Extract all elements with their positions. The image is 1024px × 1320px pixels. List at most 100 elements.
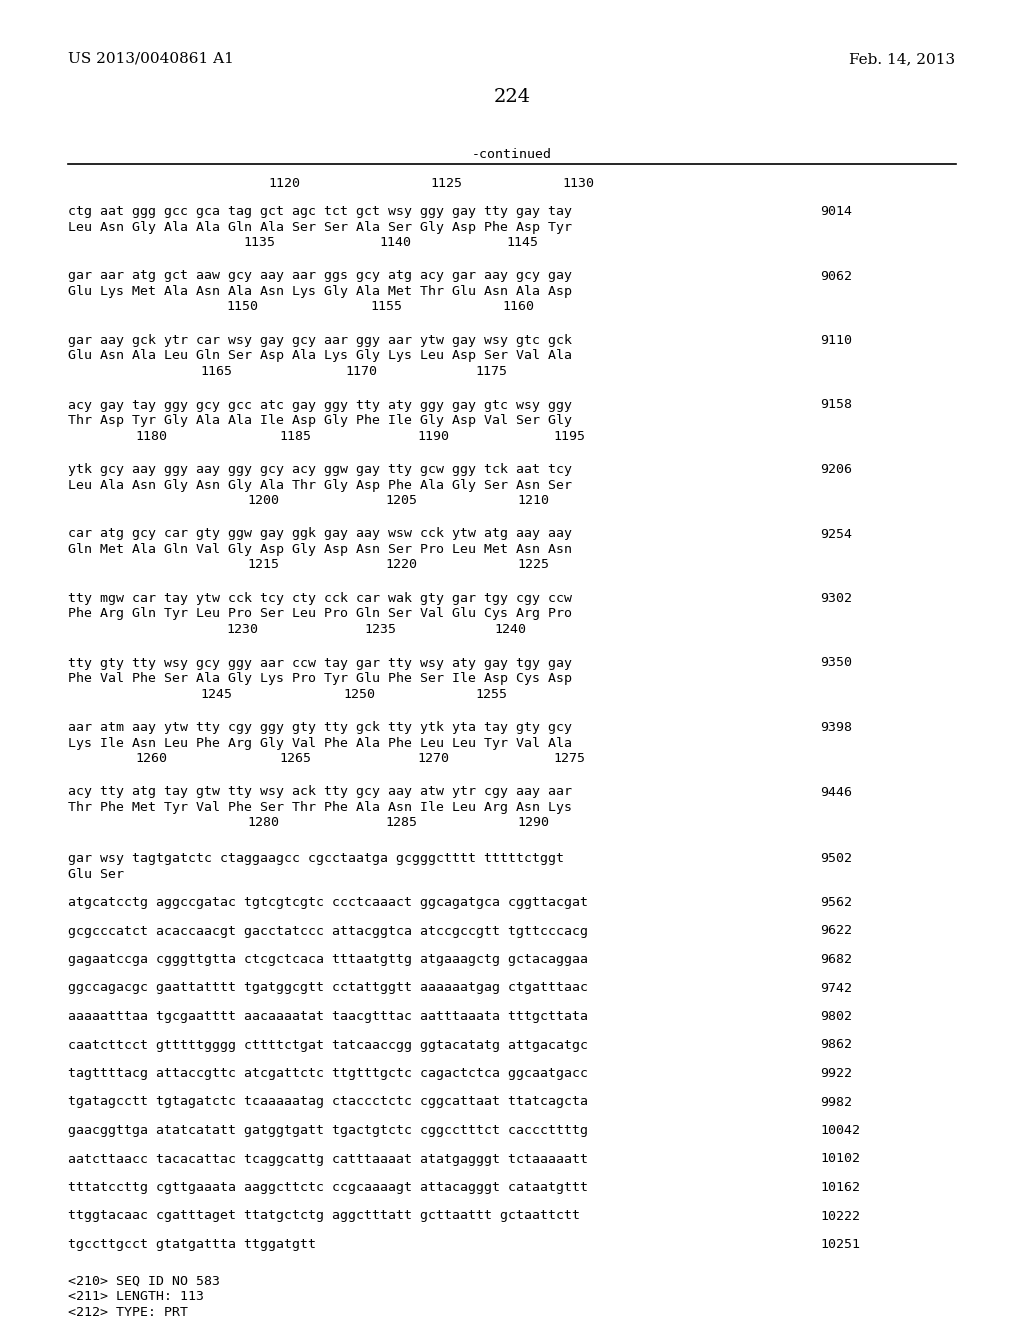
Text: 1165: 1165 bbox=[201, 366, 232, 378]
Text: 1195: 1195 bbox=[554, 429, 586, 442]
Text: caatcttcct gtttttgggg cttttctgat tatcaaccgg ggtacatatg attgacatgc: caatcttcct gtttttgggg cttttctgat tatcaac… bbox=[68, 1039, 588, 1052]
Text: Glu Lys Met Ala Asn Ala Asn Lys Gly Ala Met Thr Glu Asn Ala Asp: Glu Lys Met Ala Asn Ala Asn Lys Gly Ala … bbox=[68, 285, 572, 298]
Text: 10162: 10162 bbox=[820, 1181, 860, 1195]
Text: Gln Met Ala Gln Val Gly Asp Gly Asp Asn Ser Pro Leu Met Asn Asn: Gln Met Ala Gln Val Gly Asp Gly Asp Asn … bbox=[68, 543, 572, 556]
Text: 1265: 1265 bbox=[280, 752, 311, 766]
Text: 224: 224 bbox=[494, 88, 530, 106]
Text: 9062: 9062 bbox=[820, 269, 852, 282]
Text: 1220: 1220 bbox=[385, 558, 417, 572]
Text: tttatccttg cgttgaaata aaggcttctc ccgcaaaagt attacagggt cataatgttt: tttatccttg cgttgaaata aaggcttctc ccgcaaa… bbox=[68, 1181, 588, 1195]
Text: Thr Asp Tyr Gly Ala Ala Ile Asp Gly Phe Ile Gly Asp Val Ser Gly: Thr Asp Tyr Gly Ala Ala Ile Asp Gly Phe … bbox=[68, 414, 572, 426]
Text: tgccttgcct gtatgattta ttggatgtt: tgccttgcct gtatgattta ttggatgtt bbox=[68, 1238, 316, 1251]
Text: 9158: 9158 bbox=[820, 399, 852, 412]
Text: tgatagcctt tgtagatctc tcaaaaatag ctaccctctc cggcattaat ttatcagcta: tgatagcctt tgtagatctc tcaaaaatag ctaccct… bbox=[68, 1096, 588, 1109]
Text: aar atm aay ytw tty cgy ggy gty tty gck tty ytk yta tay gty gcy: aar atm aay ytw tty cgy ggy gty tty gck … bbox=[68, 721, 572, 734]
Text: 1205: 1205 bbox=[385, 494, 417, 507]
Text: 9862: 9862 bbox=[820, 1039, 852, 1052]
Text: 1280: 1280 bbox=[248, 817, 280, 829]
Text: aatcttaacc tacacattac tcaggcattg catttaaaat atatgagggt tctaaaaatt: aatcttaacc tacacattac tcaggcattg catttaa… bbox=[68, 1152, 588, 1166]
Text: 10042: 10042 bbox=[820, 1125, 860, 1137]
Text: 9110: 9110 bbox=[820, 334, 852, 347]
Text: gaacggttga atatcatatt gatggtgatt tgactgtctc cggcctttct cacccttttg: gaacggttga atatcatatt gatggtgatt tgactgt… bbox=[68, 1125, 588, 1137]
Text: 1260: 1260 bbox=[135, 752, 167, 766]
Text: ttggtacaac cgatttaget ttatgctctg aggctttatt gcttaattt gctaattctt: ttggtacaac cgatttaget ttatgctctg aggcttt… bbox=[68, 1209, 580, 1222]
Text: -continued: -continued bbox=[472, 148, 552, 161]
Text: gagaatccga cgggttgtta ctcgctcaca tttaatgttg atgaaagctg gctacaggaa: gagaatccga cgggttgtta ctcgctcaca tttaatg… bbox=[68, 953, 588, 966]
Text: 1160: 1160 bbox=[503, 301, 535, 314]
Text: 1270: 1270 bbox=[418, 752, 450, 766]
Text: 1170: 1170 bbox=[345, 366, 377, 378]
Text: atgcatcctg aggccgatac tgtcgtcgtc ccctcaaact ggcagatgca cggttacgat: atgcatcctg aggccgatac tgtcgtcgtc ccctcaa… bbox=[68, 896, 588, 909]
Text: 10222: 10222 bbox=[820, 1209, 860, 1222]
Text: <210> SEQ ID NO 583: <210> SEQ ID NO 583 bbox=[68, 1275, 220, 1287]
Text: 1130: 1130 bbox=[562, 177, 594, 190]
Text: 9982: 9982 bbox=[820, 1096, 852, 1109]
Text: 1150: 1150 bbox=[226, 301, 258, 314]
Text: 1185: 1185 bbox=[280, 429, 311, 442]
Text: Leu Asn Gly Ala Ala Gln Ala Ser Ser Ala Ser Gly Asp Phe Asp Tyr: Leu Asn Gly Ala Ala Gln Ala Ser Ser Ala … bbox=[68, 220, 572, 234]
Text: 1145: 1145 bbox=[507, 236, 539, 249]
Text: car atg gcy car gty ggw gay ggk gay aay wsw cck ytw atg aay aay: car atg gcy car gty ggw gay ggk gay aay … bbox=[68, 528, 572, 540]
Text: tty gty tty wsy gcy ggy aar ccw tay gar tty wsy aty gay tgy gay: tty gty tty wsy gcy ggy aar ccw tay gar … bbox=[68, 656, 572, 669]
Text: ytk gcy aay ggy aay ggy gcy acy ggw gay tty gcw ggy tck aat tcy: ytk gcy aay ggy aay ggy gcy acy ggw gay … bbox=[68, 463, 572, 477]
Text: 9254: 9254 bbox=[820, 528, 852, 540]
Text: Feb. 14, 2013: Feb. 14, 2013 bbox=[849, 51, 955, 66]
Text: 1250: 1250 bbox=[343, 688, 376, 701]
Text: 1240: 1240 bbox=[494, 623, 526, 636]
Text: Phe Val Phe Ser Ala Gly Lys Pro Tyr Glu Phe Ser Ile Asp Cys Asp: Phe Val Phe Ser Ala Gly Lys Pro Tyr Glu … bbox=[68, 672, 572, 685]
Text: US 2013/0040861 A1: US 2013/0040861 A1 bbox=[68, 51, 233, 66]
Text: Lys Ile Asn Leu Phe Arg Gly Val Phe Ala Phe Leu Leu Tyr Val Ala: Lys Ile Asn Leu Phe Arg Gly Val Phe Ala … bbox=[68, 737, 572, 750]
Text: 1210: 1210 bbox=[518, 494, 550, 507]
Text: 1225: 1225 bbox=[518, 558, 550, 572]
Text: <211> LENGTH: 113: <211> LENGTH: 113 bbox=[68, 1290, 204, 1303]
Text: 10102: 10102 bbox=[820, 1152, 860, 1166]
Text: Leu Ala Asn Gly Asn Gly Ala Thr Gly Asp Phe Ala Gly Ser Asn Ser: Leu Ala Asn Gly Asn Gly Ala Thr Gly Asp … bbox=[68, 479, 572, 491]
Text: 9502: 9502 bbox=[820, 851, 852, 865]
Text: 1120: 1120 bbox=[268, 177, 301, 190]
Text: 1190: 1190 bbox=[418, 429, 450, 442]
Text: 9302: 9302 bbox=[820, 591, 852, 605]
Text: 9562: 9562 bbox=[820, 896, 852, 909]
Text: <212> TYPE: PRT: <212> TYPE: PRT bbox=[68, 1305, 188, 1319]
Text: gar wsy tagtgatctc ctaggaagcc cgcctaatga gcgggctttt tttttctggt: gar wsy tagtgatctc ctaggaagcc cgcctaatga… bbox=[68, 851, 564, 865]
Text: ggccagacgc gaattatttt tgatggcgtt cctattggtt aaaaaatgag ctgatttaac: ggccagacgc gaattatttt tgatggcgtt cctattg… bbox=[68, 982, 588, 994]
Text: 9682: 9682 bbox=[820, 953, 852, 966]
Text: tagttttacg attaccgttc atcgattctc ttgtttgctc cagactctca ggcaatgacc: tagttttacg attaccgttc atcgattctc ttgtttg… bbox=[68, 1067, 588, 1080]
Text: 9922: 9922 bbox=[820, 1067, 852, 1080]
Text: 1215: 1215 bbox=[248, 558, 280, 572]
Text: 9350: 9350 bbox=[820, 656, 852, 669]
Text: 1140: 1140 bbox=[379, 236, 412, 249]
Text: 10251: 10251 bbox=[820, 1238, 860, 1251]
Text: 9742: 9742 bbox=[820, 982, 852, 994]
Text: 9398: 9398 bbox=[820, 721, 852, 734]
Text: gar aay gck ytr car wsy gay gcy aar ggy aar ytw gay wsy gtc gck: gar aay gck ytr car wsy gay gcy aar ggy … bbox=[68, 334, 572, 347]
Text: 1275: 1275 bbox=[554, 752, 586, 766]
Text: tty mgw car tay ytw cck tcy cty cck car wak gty gar tgy cgy ccw: tty mgw car tay ytw cck tcy cty cck car … bbox=[68, 591, 572, 605]
Text: 9206: 9206 bbox=[820, 463, 852, 477]
Text: 1135: 1135 bbox=[244, 236, 275, 249]
Text: Thr Phe Met Tyr Val Phe Ser Thr Phe Ala Asn Ile Leu Arg Asn Lys: Thr Phe Met Tyr Val Phe Ser Thr Phe Ala … bbox=[68, 801, 572, 814]
Text: Glu Ser: Glu Ser bbox=[68, 867, 124, 880]
Text: 1180: 1180 bbox=[135, 429, 167, 442]
Text: 1285: 1285 bbox=[385, 817, 417, 829]
Text: gcgcccatct acaccaacgt gacctatccc attacggtca atccgccgtt tgttcccacg: gcgcccatct acaccaacgt gacctatccc attacgg… bbox=[68, 924, 588, 937]
Text: 1230: 1230 bbox=[226, 623, 258, 636]
Text: gar aar atg gct aaw gcy aay aar ggs gcy atg acy gar aay gcy gay: gar aar atg gct aaw gcy aay aar ggs gcy … bbox=[68, 269, 572, 282]
Text: 1290: 1290 bbox=[518, 817, 550, 829]
Text: 1235: 1235 bbox=[365, 623, 397, 636]
Text: ctg aat ggg gcc gca tag gct agc tct gct wsy ggy gay tty gay tay: ctg aat ggg gcc gca tag gct agc tct gct … bbox=[68, 205, 572, 218]
Text: 9802: 9802 bbox=[820, 1010, 852, 1023]
Text: 1125: 1125 bbox=[430, 177, 462, 190]
Text: 1175: 1175 bbox=[475, 366, 507, 378]
Text: 1255: 1255 bbox=[475, 688, 507, 701]
Text: Glu Asn Ala Leu Gln Ser Asp Ala Lys Gly Lys Leu Asp Ser Val Ala: Glu Asn Ala Leu Gln Ser Asp Ala Lys Gly … bbox=[68, 350, 572, 363]
Text: 9014: 9014 bbox=[820, 205, 852, 218]
Text: 1155: 1155 bbox=[371, 301, 402, 314]
Text: 9622: 9622 bbox=[820, 924, 852, 937]
Text: 9446: 9446 bbox=[820, 785, 852, 799]
Text: aaaaatttaa tgcgaatttt aacaaaatat taacgtttac aatttaaata tttgcttata: aaaaatttaa tgcgaatttt aacaaaatat taacgtt… bbox=[68, 1010, 588, 1023]
Text: 1245: 1245 bbox=[201, 688, 232, 701]
Text: 1200: 1200 bbox=[248, 494, 280, 507]
Text: acy tty atg tay gtw tty wsy ack tty gcy aay atw ytr cgy aay aar: acy tty atg tay gtw tty wsy ack tty gcy … bbox=[68, 785, 572, 799]
Text: acy gay tay ggy gcy gcc atc gay ggy tty aty ggy gay gtc wsy ggy: acy gay tay ggy gcy gcc atc gay ggy tty … bbox=[68, 399, 572, 412]
